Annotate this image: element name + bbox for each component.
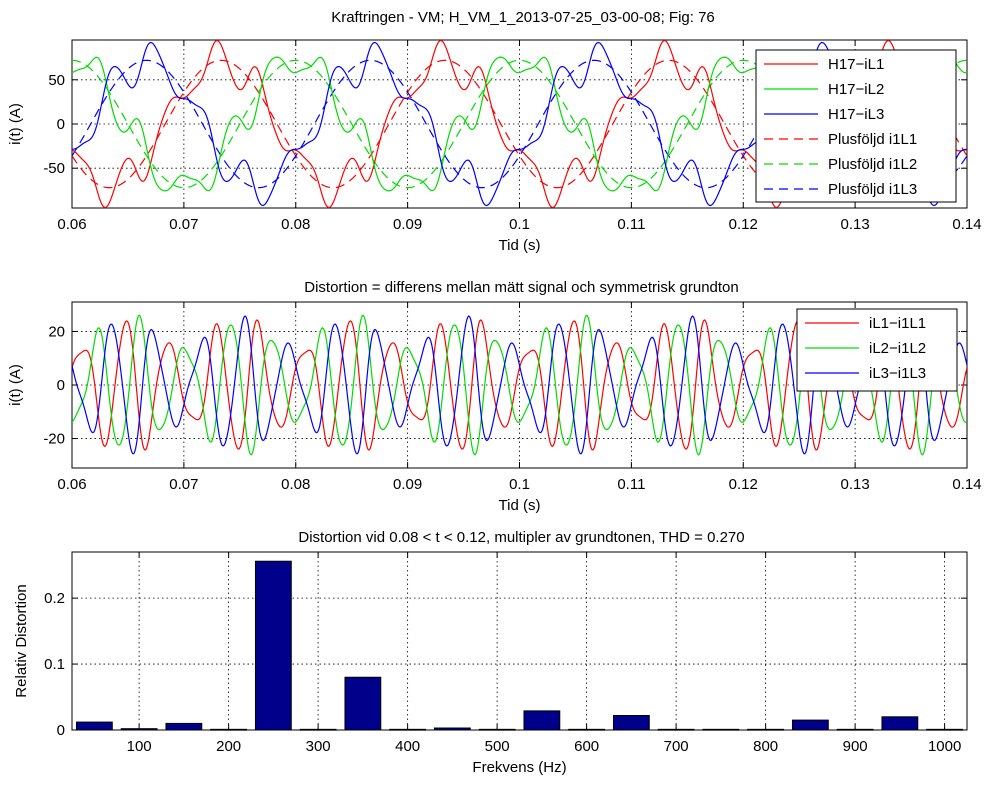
x-tick-label: 0.09	[393, 476, 422, 493]
x-axis-label: Frekvens (Hz)	[472, 759, 566, 776]
bar	[254, 560, 292, 731]
bar	[344, 676, 382, 731]
y-tick-label: -20	[43, 431, 65, 448]
x-tick-label: 0.11	[617, 476, 645, 493]
bar	[523, 710, 561, 731]
x-tick-label: 0.13	[841, 216, 870, 233]
chart-1: 0.06 0.07 0.08 0.09 0.1 0.11 0.12 0.13 0.14 50 0 -5…	[7, 39, 982, 254]
bar	[836, 728, 874, 731]
x-tick-label: 0.06	[57, 216, 86, 233]
y-tick-label: 50	[48, 72, 65, 89]
bar	[657, 728, 695, 731]
x-tick-label: 0.07	[169, 216, 198, 233]
x-tick-label: 0.14	[952, 216, 981, 233]
bar	[210, 728, 248, 731]
legend-box	[755, 49, 957, 203]
legend-label: iL3−i1L3	[869, 365, 926, 382]
x-tick-label: 0.14	[952, 476, 981, 493]
x-tick-label: 0.11	[617, 216, 645, 233]
legend-label: Plusföljd i1L3	[828, 181, 917, 198]
x-tick-label: 900	[843, 738, 868, 755]
y-tick-label: 0.2	[44, 590, 65, 607]
x-tick-label: 0.08	[281, 216, 310, 233]
legend-label: Plusföljd i1L2	[828, 156, 917, 173]
bar	[702, 728, 740, 731]
x-tick-label: 100	[127, 738, 152, 755]
y-axis-label: i(t) (A)	[7, 103, 24, 145]
bar	[389, 728, 427, 731]
figure-suptitle: Kraftringen - VM; H_VM_1_2013-07-25_03-0…	[331, 9, 715, 26]
x-tick-label: 1000	[928, 738, 961, 755]
bar	[568, 728, 606, 731]
x-tick-label: 200	[216, 738, 241, 755]
chart-title: Distortion vid 0.08 < t < 0.12, multiple…	[298, 529, 744, 546]
bar	[881, 716, 919, 731]
legend-label: H17−iL1	[828, 56, 884, 73]
x-tick-label: 800	[753, 738, 778, 755]
bar	[299, 728, 337, 731]
x-tick-label: 0.1	[509, 476, 530, 493]
bar	[165, 722, 203, 731]
x-tick-label: 300	[306, 738, 331, 755]
y-tick-label: 0	[57, 377, 65, 394]
y-tick-label: 20	[48, 323, 65, 340]
series-line-3	[72, 41, 967, 207]
legend-label: iL1−i1L1	[869, 315, 926, 332]
bar	[120, 728, 158, 731]
chart-2: 0.06 0.07 0.08 0.09 0.1 0.11 0.12 0.13 0.14 20 0 -2…	[7, 279, 982, 514]
legend-label: Plusföljd i1L1	[828, 131, 917, 148]
x-tick-label: 0.12	[729, 476, 758, 493]
y-tick-label: 0.1	[44, 656, 65, 673]
x-tick-label: 600	[574, 738, 599, 755]
x-tick-label: 0.1	[509, 216, 530, 233]
y-tick-label: -50	[43, 160, 65, 177]
x-tick-label: 0.06	[57, 476, 86, 493]
legend-label: H17−iL3	[828, 106, 884, 123]
x-tick-label: 700	[664, 738, 689, 755]
y-tick-label: 0	[57, 722, 65, 739]
x-axis-label: Tid (s)	[499, 237, 541, 254]
bar	[791, 719, 829, 731]
x-tick-label: 500	[485, 738, 510, 755]
legend: iL1−i1L1 iL2−i1L2 iL3−i1L3	[796, 308, 958, 392]
y-tick-label: 0	[57, 116, 65, 133]
bar	[926, 728, 964, 731]
bar	[747, 728, 785, 731]
legend-label: iL2−i1L2	[869, 340, 926, 357]
y-axis-label: i(t) (A)	[7, 364, 24, 406]
x-tick-label: 400	[395, 738, 420, 755]
chart-3: 100 200 300 400 500 600 700 800 900 1000 0 0.1 0.2 Fr…	[13, 529, 968, 776]
x-tick-label: 0.09	[393, 216, 422, 233]
plot-area	[71, 551, 968, 731]
x-axis-label: Tid (s)	[499, 497, 541, 514]
x-tick-label: 0.08	[281, 476, 310, 493]
legend-label: H17−iL2	[828, 81, 884, 98]
x-tick-label: 0.13	[841, 476, 870, 493]
bar	[433, 727, 471, 731]
bar	[612, 714, 650, 731]
bar	[75, 721, 113, 731]
x-tick-label: 0.07	[169, 476, 198, 493]
legend: H17−iL1 H17−iL2 H17−iL3 Plusföljd i1L1 Plusf…	[755, 49, 957, 203]
bar	[478, 728, 516, 731]
y-axis-label: Relativ Distortion	[13, 584, 30, 697]
bars	[75, 560, 964, 731]
x-tick-label: 0.12	[729, 216, 758, 233]
chart-title: Distortion = differens mellan mätt signa…	[304, 279, 739, 296]
